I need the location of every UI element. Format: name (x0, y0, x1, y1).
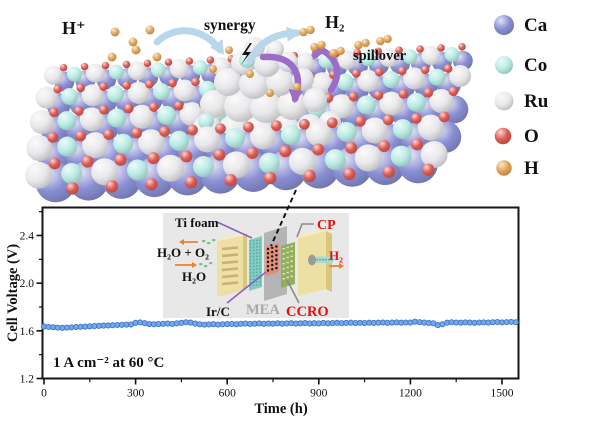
legend-label-co: Co (524, 55, 547, 76)
inset-label-mea: MEA (246, 302, 280, 318)
anode-plate-top (217, 233, 247, 241)
dashed-callout-line (270, 189, 297, 247)
svg-text:0: 0 (41, 388, 47, 400)
legend-label-o: O (524, 126, 539, 147)
label-h2: H₂ (325, 12, 344, 32)
chart-annotation: 1 A cm⁻² at 60 °C (53, 355, 164, 371)
lightning-bolt-icon (241, 43, 252, 65)
cp-plate-top (298, 228, 331, 238)
inset-label-h2o-o2: H₂O + O₂ (157, 245, 209, 260)
inset-label-ccro: CCRO (286, 304, 329, 320)
legend-label-h: H (524, 158, 539, 179)
svg-text:2.0: 2.0 (20, 278, 35, 290)
svg-text:2.4: 2.4 (20, 230, 35, 242)
label-synergy: synergy (204, 17, 256, 34)
ccro-pointer (286, 279, 300, 304)
svg-text:300: 300 (127, 388, 145, 400)
stability-chart: 0 300 600 900 1200 1500 1.2 1.6 2.0 2.4 Cell Volt… (5, 206, 520, 417)
h2-outlet-nozzle (308, 254, 316, 266)
inset-label-h2o: H₂O (182, 269, 206, 284)
svg-text:1200: 1200 (399, 388, 422, 400)
electrolyzer-inset: Ti foam CP H₂O + O₂ H₂O Ir/C MEA CCRO H₂ (157, 213, 349, 320)
cp-pointer (296, 223, 314, 238)
svg-text:1500: 1500 (491, 388, 514, 400)
svg-text:900: 900 (310, 388, 328, 400)
svg-text:600: 600 (219, 388, 237, 400)
label-h-plus: H⁺ (62, 18, 86, 38)
crystal-lattice-front (25, 111, 462, 203)
label-spillover: spillover (353, 48, 407, 64)
anode-plate-side (243, 233, 247, 291)
anode-plate (217, 236, 243, 297)
inset-label-h2-out: H₂ (329, 248, 343, 263)
inset-label-ti-foam: Ti foam (175, 215, 219, 230)
inset-label-cp: CP (317, 218, 336, 233)
x-axis-label: Time (h) (254, 401, 307, 417)
svg-text:1.2: 1.2 (20, 374, 35, 386)
chart-ticks: 0 300 600 900 1200 1500 1.2 1.6 2.0 2.4 (20, 211, 514, 400)
inset-textures (179, 239, 344, 287)
legend-label-ru: Ru (524, 91, 549, 112)
chart-data-points (40, 318, 519, 331)
ti-foam-pointer (216, 221, 253, 239)
h2-outlet-tube (315, 256, 334, 263)
atom-legend-spheres (494, 15, 514, 176)
svg-text:1.6: 1.6 (20, 326, 35, 338)
legend-label-ca: Ca (524, 15, 548, 36)
proton-adsorption-arrow (153, 27, 224, 54)
y-axis-label: Cell Voltage (V) (5, 244, 21, 342)
irc-pointer (226, 271, 267, 304)
inset-label-irc: Ir/C (206, 304, 230, 319)
chart-frame (41, 206, 520, 380)
hydrogen-atom-dots (107, 25, 392, 97)
